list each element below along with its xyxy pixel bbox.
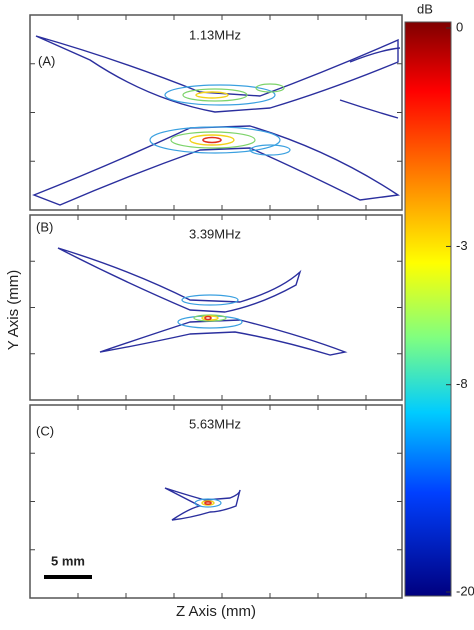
colorbar-tick-label: -8 — [456, 376, 468, 391]
panel-label: (B) — [36, 219, 53, 234]
colorbar: dB 0 -3 -8 -20 — [404, 1, 474, 598]
x-axis-label: Z Axis (mm) — [176, 603, 256, 620]
colorbar-tick-label: -20 — [456, 583, 474, 598]
colorbar-label: dB — [417, 1, 433, 16]
panel-b: (B) 3.39MHz — [29, 214, 403, 401]
panel-title: 5.63MHz — [189, 416, 241, 431]
contours — [164, 487, 241, 521]
contours — [32, 35, 401, 206]
panel-frame — [29, 404, 403, 599]
scale-bar-label: 5 mm — [51, 553, 85, 568]
panel-title: 1.13MHz — [189, 27, 241, 42]
contours — [57, 247, 348, 356]
panel-a: (A) 1.13MHz — [29, 14, 403, 211]
panel-label: (A) — [38, 53, 55, 68]
panel-label: (C) — [36, 423, 54, 438]
colorbar-tick-label: -3 — [456, 238, 468, 253]
axis-ticks — [30, 15, 402, 598]
colorbar-gradient — [404, 21, 452, 597]
panel-frame — [29, 214, 403, 401]
panel-title: 3.39MHz — [189, 226, 241, 241]
y-axis-label: Y Axis (mm) — [5, 270, 22, 351]
colorbar-tick-label: 0 — [456, 19, 463, 34]
panel-c: (C) 5.63MHz 5 mm — [29, 404, 403, 599]
